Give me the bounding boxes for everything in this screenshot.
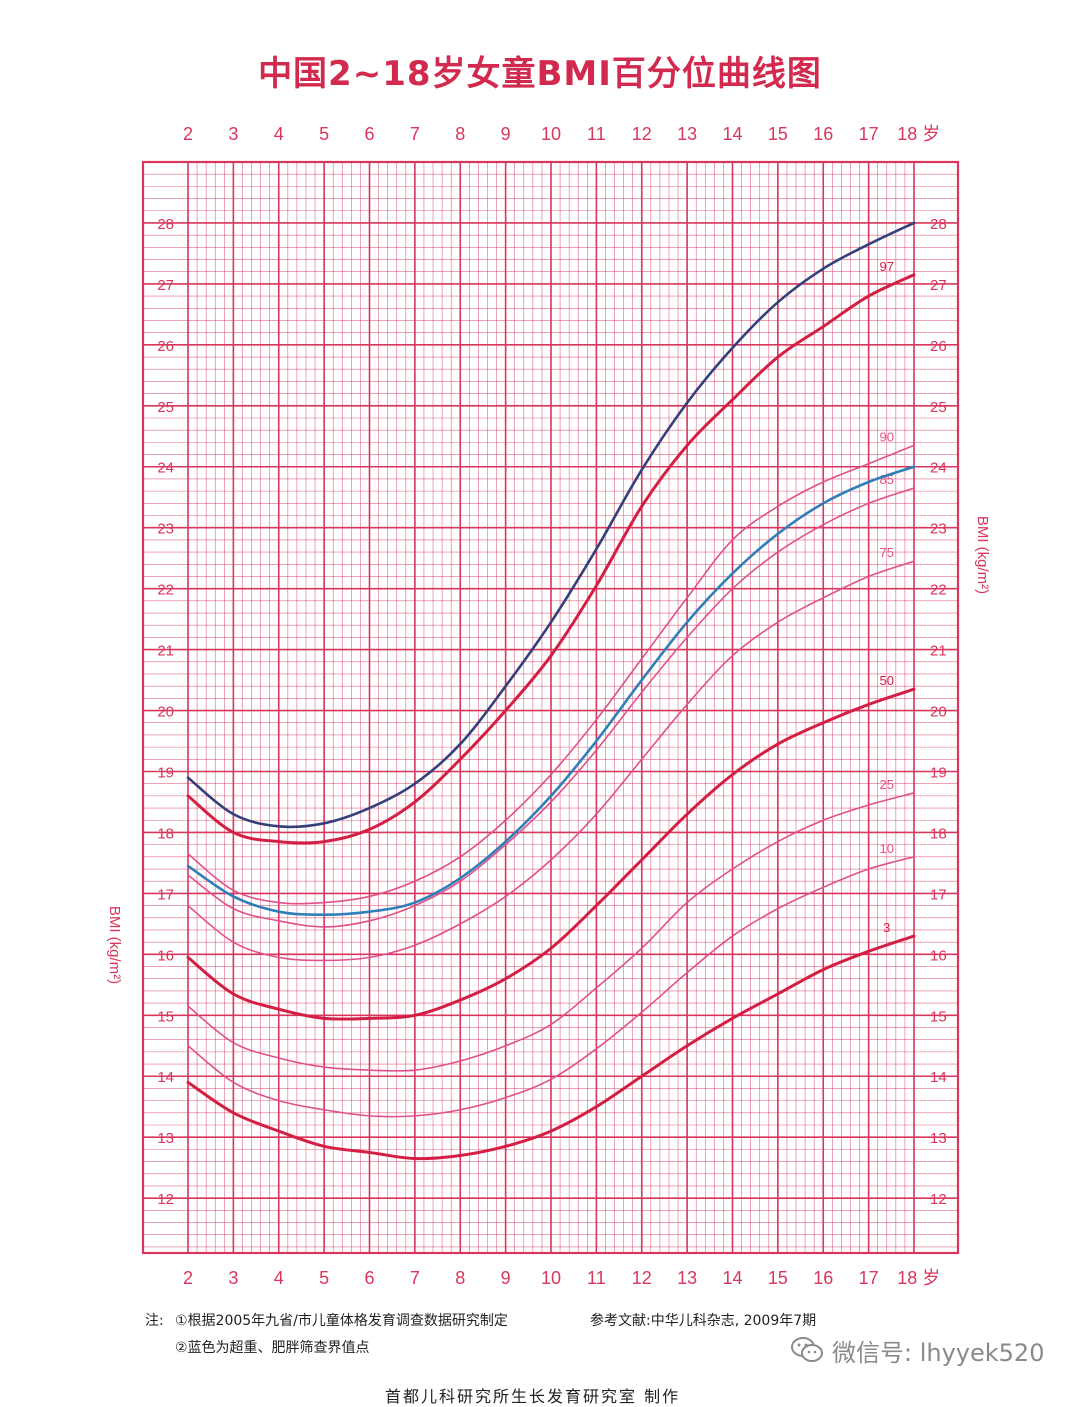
y-tick-label-left: 27 xyxy=(157,277,174,294)
y-tick-label-right: 25 xyxy=(930,399,947,416)
y-tick-label-right: 23 xyxy=(930,521,947,538)
x-tick-label-top: 14 xyxy=(722,124,742,144)
x-tick-label-bottom: 2 xyxy=(183,1268,193,1288)
y-axis-label-left: BMI (kg/m²) xyxy=(106,906,123,984)
y-tick-label-right: 28 xyxy=(930,216,947,233)
wechat-icon xyxy=(791,1337,823,1362)
percentile-curve-p50 xyxy=(186,687,916,1021)
y-tick-label-left: 18 xyxy=(157,825,174,842)
y-tick-label-right: 16 xyxy=(930,947,947,964)
screening-curve-blue xyxy=(186,465,916,917)
x-tick-label-bottom: 13 xyxy=(677,1268,697,1288)
x-tick-label-top: 4 xyxy=(274,124,284,144)
percentile-curve-p75 xyxy=(187,560,915,962)
y-tick-label-left: 26 xyxy=(157,338,174,355)
percentile-curve-p10 xyxy=(187,856,915,1118)
y-tick-label-left: 20 xyxy=(157,704,174,721)
curve-label-p97: 97 xyxy=(880,259,894,274)
y-tick-label-left: 23 xyxy=(157,521,174,538)
curve-label-p50: 50 xyxy=(880,673,894,688)
x-tick-label-bottom: 10 xyxy=(541,1268,561,1288)
x-tick-label-bottom: 15 xyxy=(768,1268,788,1288)
curve-label-p75: 75 xyxy=(880,545,894,560)
y-tick-label-left: 19 xyxy=(157,764,174,781)
watermark: 微信号: lhyyek520 xyxy=(790,1332,1044,1368)
y-tick-label-left: 12 xyxy=(157,1191,174,1208)
y-tick-label-right: 20 xyxy=(930,704,947,721)
y-tick-label-left: 16 xyxy=(157,947,174,964)
curve-label-p10: 10 xyxy=(880,841,894,856)
screening-curve-navy xyxy=(186,221,916,829)
x-tick-label-bottom: 9 xyxy=(501,1268,511,1288)
y-tick-label-right: 21 xyxy=(930,643,947,660)
note-1: ①根据2005年九省/市儿童体格发育调查数据研究制定 xyxy=(175,1313,508,1329)
x-tick-label-top: 8 xyxy=(455,124,465,144)
y-tick-label-right: 17 xyxy=(930,886,947,903)
y-tick-label-right: 27 xyxy=(930,277,947,294)
y-axis-label-right: BMI (kg/m²) xyxy=(974,516,991,594)
y-tick-label-left: 17 xyxy=(157,886,174,903)
x-tick-label-top: 6 xyxy=(364,124,374,144)
y-tick-label-right: 14 xyxy=(930,1069,947,1086)
x-tick-label-bottom: 6 xyxy=(364,1268,374,1288)
note-2: ②蓝色为超重、肥胖筛查界值点 xyxy=(175,1340,370,1356)
x-tick-label-top: 5 xyxy=(319,124,329,144)
curve-label-p25: 25 xyxy=(880,777,894,792)
y-tick-label-right: 19 xyxy=(930,764,947,781)
y-tick-label-left: 15 xyxy=(157,1008,174,1025)
x-tick-label-bottom: 17 xyxy=(859,1268,879,1288)
y-tick-label-left: 21 xyxy=(157,643,174,660)
x-tick-label-bottom: 8 xyxy=(455,1268,465,1288)
note-label: 注: xyxy=(145,1313,164,1329)
x-tick-label-top: 7 xyxy=(410,124,420,144)
x-tick-label-bottom: 3 xyxy=(228,1268,238,1288)
x-tick-label-bottom: 14 xyxy=(722,1268,742,1288)
x-tick-label-top: 11 xyxy=(587,124,606,144)
x-tick-label-bottom: 18 岁 xyxy=(897,1268,940,1288)
curve-label-p3: 3 xyxy=(883,920,890,935)
curve-label-p90: 90 xyxy=(880,429,894,444)
y-tick-label-left: 22 xyxy=(157,582,174,599)
x-tick-label-top: 9 xyxy=(501,124,511,144)
x-tick-label-bottom: 5 xyxy=(319,1268,329,1288)
x-tick-label-top: 10 xyxy=(541,124,561,144)
x-tick-label-top: 2 xyxy=(183,124,193,144)
watermark-text: 微信号: lhyyek520 xyxy=(832,1338,1045,1367)
x-tick-label-top: 18 岁 xyxy=(897,124,940,144)
y-tick-label-right: 22 xyxy=(930,582,947,599)
percentile-curve-p97 xyxy=(186,273,916,845)
x-tick-label-top: 12 xyxy=(632,124,652,144)
y-tick-label-right: 12 xyxy=(930,1191,947,1208)
chart-title: 中国2~18岁女童BMI百分位曲线图 xyxy=(258,54,822,94)
x-tick-label-bottom: 16 xyxy=(813,1268,833,1288)
percentile-curve-p25 xyxy=(187,792,915,1072)
x-tick-label-top: 16 xyxy=(813,124,833,144)
x-tick-label-top: 13 xyxy=(677,124,697,144)
chart-frame xyxy=(141,160,960,1255)
reference-note: 参考文献:中华儿科杂志, 2009年7期 xyxy=(590,1313,817,1329)
y-tick-label-right: 24 xyxy=(930,460,947,477)
y-tick-label-left: 24 xyxy=(157,460,174,477)
percentile-curve-p90 xyxy=(187,444,915,905)
y-tick-label-right: 15 xyxy=(930,1008,947,1025)
y-tick-label-right: 18 xyxy=(930,825,947,842)
percentile-curve-p85 xyxy=(187,487,915,928)
percentile-curve-p3 xyxy=(186,934,916,1161)
x-tick-label-top: 17 xyxy=(859,124,879,144)
x-tick-label-top: 3 xyxy=(228,124,238,144)
y-tick-label-right: 13 xyxy=(930,1130,947,1147)
x-tick-label-top: 15 xyxy=(768,124,788,144)
y-tick-label-left: 25 xyxy=(157,399,174,416)
y-tick-label-left: 14 xyxy=(157,1069,174,1086)
x-tick-label-bottom: 4 xyxy=(274,1268,284,1288)
y-tick-label-left: 13 xyxy=(157,1130,174,1147)
y-tick-label-right: 26 xyxy=(930,338,947,355)
x-tick-label-bottom: 11 xyxy=(587,1268,606,1288)
x-tick-label-bottom: 12 xyxy=(632,1268,652,1288)
producer-note: 首都儿科研究所生长发育研究室 制作 xyxy=(385,1387,681,1406)
x-tick-label-bottom: 7 xyxy=(410,1268,420,1288)
y-tick-label-left: 28 xyxy=(157,216,174,233)
